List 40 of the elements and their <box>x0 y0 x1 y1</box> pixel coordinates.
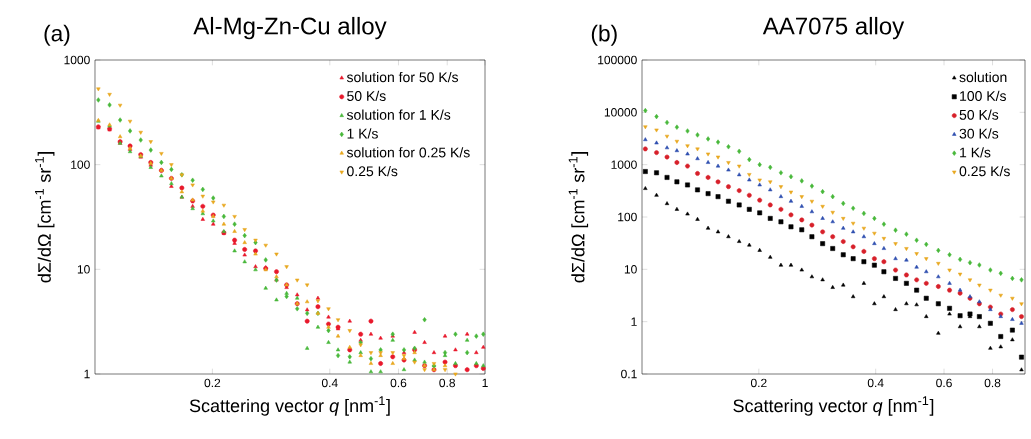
legend-label: 1 K/s <box>347 128 378 139</box>
x-tick-label: 0.8 <box>984 378 1001 388</box>
x-axis-title: Scattering vector q [nm$^{-1}$] <box>189 396 390 416</box>
y-tick-label: 1 <box>631 317 637 326</box>
x-tick-label: 0.4 <box>321 378 338 388</box>
legend-label: solution for 0.25 K/s <box>346 147 470 158</box>
y-tick-label: 100 <box>618 212 637 222</box>
legend-label: 0.25 K/s <box>347 165 398 177</box>
text: (a) <box>44 24 70 46</box>
x-tick-label: 0.6 <box>936 378 952 388</box>
legend-label: 1 K/s <box>960 147 991 158</box>
y-tick-label: 10 <box>624 265 637 274</box>
x-tick-label: 0.8 <box>439 378 456 388</box>
legend-label: 50 K/s <box>347 90 386 101</box>
legend-label: solution for 1 K/s <box>346 109 451 120</box>
legend-label: 50 K/s <box>959 109 999 120</box>
y-tick-label: 1 <box>84 369 90 379</box>
y-tick-label: 0.1 <box>621 369 637 379</box>
legend-label: solution <box>959 71 1007 83</box>
legend-label: solution for 50 K/s <box>346 71 459 83</box>
y-tick-label: 1000 <box>611 160 637 169</box>
x-tick-label: 1 <box>482 378 488 387</box>
y-tick-label: 100000 <box>598 55 637 65</box>
y-axis-title: dΣ/dΩ [cm$^{-1}$ sr$^{-1}$] <box>568 152 589 283</box>
y-tick-label: 10 <box>77 265 90 274</box>
x-tick-label: 0.2 <box>204 378 221 388</box>
x-tick-label: 0.6 <box>390 378 407 388</box>
text: (b) <box>591 24 617 46</box>
legend-label: 100 K/s <box>960 90 1006 101</box>
x-axis-title: Scattering vector q [nm$^{-1}$] <box>733 396 934 416</box>
x-tick-label: 0.2 <box>750 378 767 388</box>
legend-label: 30 K/s <box>959 128 999 139</box>
chart-title: AA7075 alloy <box>762 16 905 40</box>
legend-label: 0.25 K/s <box>959 165 1010 177</box>
y-tick-label: 10000 <box>604 108 637 117</box>
y-axis-title: dΣ/dΩ [cm$^{-1}$ sr$^{-1}$] <box>35 152 55 283</box>
x-tick-label: 0.4 <box>867 378 884 388</box>
y-tick-label: 1000 <box>64 55 90 65</box>
chart-title: Al-Mg-Zn-Cu alloy <box>193 16 387 40</box>
y-tick-label: 100 <box>71 160 90 169</box>
